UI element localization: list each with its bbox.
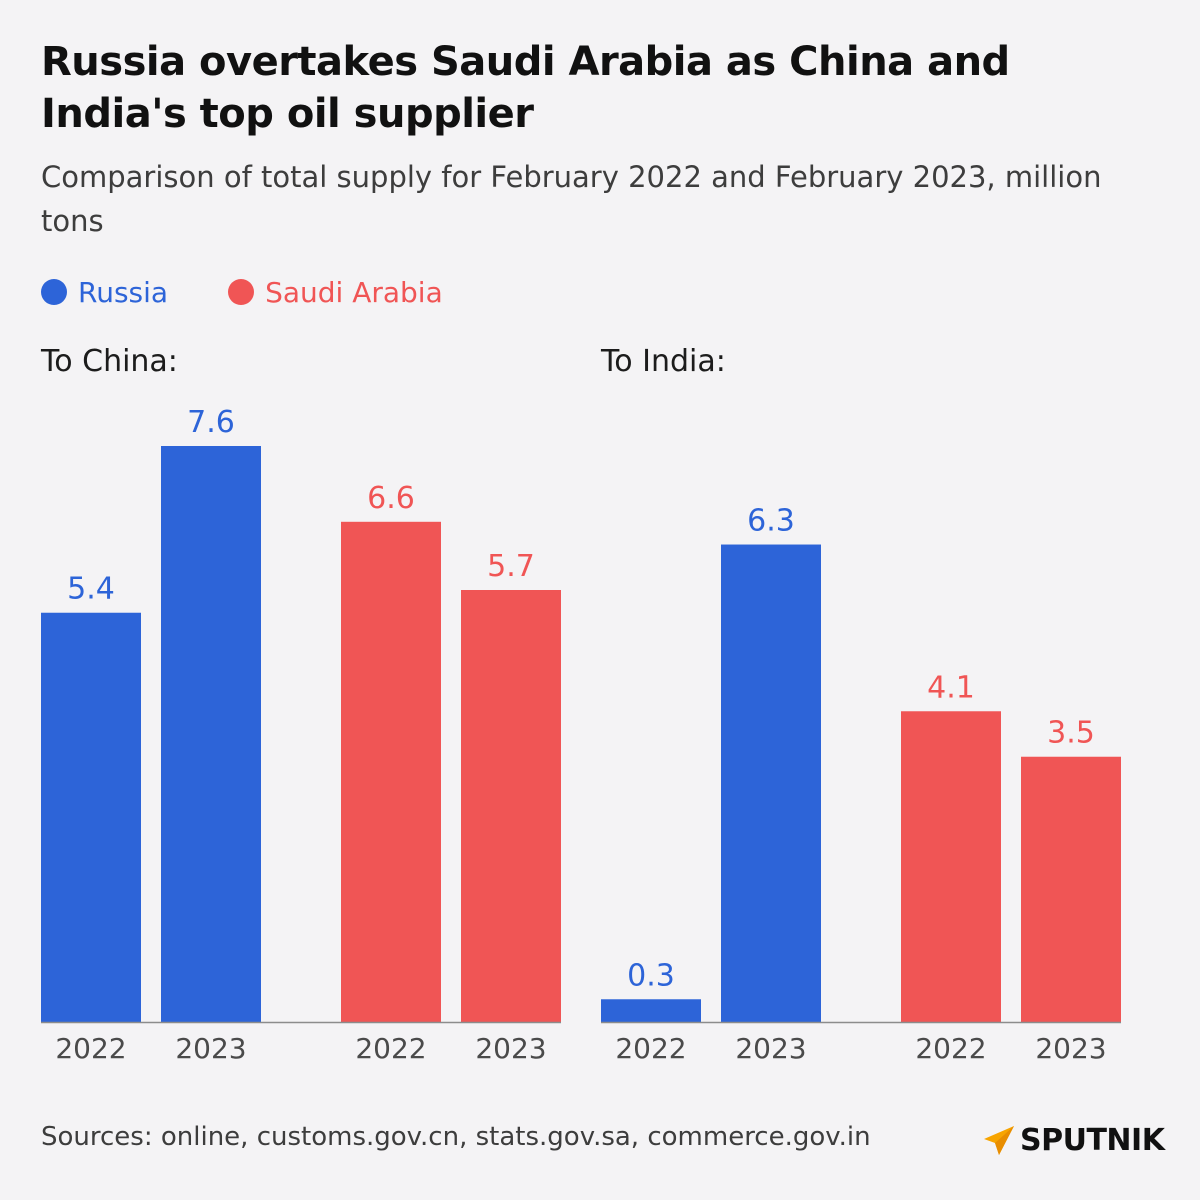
tick-label-china-russia-2022: 2022 [55,1032,126,1065]
legend-label-russia: Russia [78,275,169,309]
data-label-india-russia-2022: 0.3 [627,958,675,993]
bar-india-russia-2023 [721,544,821,1022]
tick-label-china-russia-2023: 2023 [175,1032,246,1065]
data-label-china-saudi-arabia-2023: 5.7 [487,549,535,584]
legend-dot-saudi-arabia [228,279,255,305]
bar-china-russia-2022 [41,612,141,1022]
data-label-india-saudi-arabia-2022: 4.1 [927,670,975,705]
sources-note: Sources: online, customs.gov.cn, stats.g… [41,1122,871,1152]
panel-title-china: To China: [41,344,178,379]
panel-title-india: To India: [601,344,726,379]
bar-china-saudi-arabia-2022 [341,521,441,1022]
sputnik-logo-icon [984,1126,1014,1155]
bar-china-saudi-arabia-2023 [461,590,561,1022]
chart-title: Russia overtakes Saudi Arabia as China a… [41,39,1010,137]
tick-label-china-saudi-arabia-2022: 2022 [355,1032,426,1065]
legend-item-saudi-arabia: Saudi Arabia [228,276,443,309]
data-label-china-russia-2022: 5.4 [67,572,115,607]
brand-name: SPUTNIK [1020,1122,1165,1158]
bar-chart: 5.4 2022 7.6 2023 6.6 2022 5.7 2023 0.3 2022 6.3 20… [41,405,1121,1065]
tick-label-india-russia-2023: 2023 [735,1032,806,1065]
brand-logo: SPUTNIK [982,1120,1165,1160]
bar-china-russia-2023 [161,446,261,1022]
tick-label-india-saudi-arabia-2022: 2022 [915,1032,986,1065]
bar-india-saudi-arabia-2022 [901,711,1001,1022]
legend-label-saudi-arabia: Saudi Arabia [265,275,443,309]
legend-dot-russia [41,279,67,305]
bar-india-russia-2022 [601,999,701,1022]
data-label-china-saudi-arabia-2022: 6.6 [367,481,415,516]
data-label-india-russia-2023: 6.3 [747,504,795,539]
tick-label-china-saudi-arabia-2023: 2023 [475,1032,546,1065]
chart-subtitle: Comparison of total supply for February … [41,160,1102,238]
data-label-china-russia-2023: 7.6 [187,405,235,440]
tick-label-india-saudi-arabia-2023: 2023 [1035,1032,1106,1065]
legend: Russia Saudi Arabia [41,272,503,312]
bar-india-saudi-arabia-2023 [1021,756,1121,1022]
data-label-india-saudi-arabia-2023: 3.5 [1047,716,1095,751]
legend-item-russia: Russia [41,276,168,309]
tick-label-india-russia-2022: 2022 [615,1032,686,1065]
